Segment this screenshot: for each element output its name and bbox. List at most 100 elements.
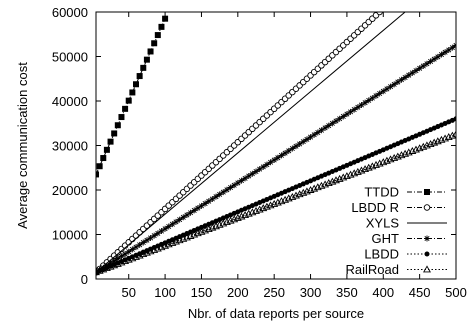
point-ght <box>263 161 270 168</box>
point-ght <box>442 49 449 56</box>
plot-frame <box>95 11 457 280</box>
point-ttdd <box>154 32 161 39</box>
point-ght <box>362 99 369 106</box>
y-tick-label: 10000 <box>52 228 88 243</box>
point-ttdd <box>96 171 99 178</box>
x-axis-ticks: 50 100 150 200 250 300 350 400 450 500 <box>121 12 467 300</box>
point-ght <box>231 182 238 189</box>
point-ght <box>198 202 205 209</box>
series-line-xyls <box>96 12 406 273</box>
legend-label-railroad: RailRoad <box>346 262 399 277</box>
y-tick-label: 30000 <box>52 139 88 154</box>
point-ght <box>351 106 358 113</box>
point-ght <box>413 67 419 74</box>
x-tick-label: 150 <box>191 285 213 300</box>
point-ght <box>165 223 172 230</box>
point-ght <box>409 69 416 76</box>
point-ght <box>402 74 409 81</box>
point-ght <box>449 44 456 51</box>
point-ght <box>114 255 121 262</box>
point-ght <box>391 81 398 88</box>
point-ttdd <box>114 122 121 129</box>
x-tick-label: 300 <box>300 285 322 300</box>
point-ttdd <box>103 146 110 153</box>
point-ght <box>267 159 274 166</box>
point-ght <box>383 85 390 92</box>
series-ttdd <box>96 15 169 178</box>
point-ttdd <box>162 15 169 22</box>
point-ght <box>158 228 165 235</box>
point-ght <box>322 124 329 131</box>
point-ght <box>365 97 372 104</box>
point-ttdd <box>143 56 150 63</box>
point-ght <box>209 195 216 202</box>
point-ght <box>300 138 307 145</box>
legend-marker-ght <box>424 235 430 242</box>
point-ght <box>122 250 129 257</box>
point-ttdd <box>147 48 154 55</box>
point-ght <box>216 191 223 198</box>
point-ght <box>140 239 147 246</box>
series-railroad <box>96 130 456 276</box>
point-ght <box>438 51 445 58</box>
x-tick-label: 400 <box>372 285 394 300</box>
point-ght <box>347 108 354 115</box>
legend-label-lbdd: LBDD <box>364 247 399 262</box>
y-tick-label: 50000 <box>52 50 88 65</box>
y-tick-label: 40000 <box>52 94 88 109</box>
point-railroad <box>452 130 456 138</box>
point-ttdd <box>129 89 136 96</box>
point-ght <box>431 56 438 63</box>
x-tick-label: 500 <box>445 285 467 300</box>
point-ght <box>162 225 169 232</box>
point-ght <box>125 248 132 255</box>
point-ght <box>340 113 347 120</box>
y-tick-label: 0 <box>81 272 88 287</box>
point-ght <box>398 76 405 83</box>
point-ght <box>260 163 267 170</box>
point-ght <box>118 253 125 260</box>
series-lbdd-r <box>96 12 383 276</box>
point-ght <box>183 212 190 219</box>
point-ght <box>434 53 441 60</box>
point-ght <box>333 118 339 125</box>
y-axis-label: Average communication cost <box>15 62 30 229</box>
point-ght <box>405 72 412 79</box>
point-ght <box>223 186 230 193</box>
series-line-ght <box>96 44 456 273</box>
y-axis-ticks: 0 10000 20000 30000 40000 50000 60000 <box>52 5 456 287</box>
point-ght <box>133 244 139 251</box>
point-ght <box>325 122 332 129</box>
point-ttdd <box>140 64 147 71</box>
point-ght <box>427 58 434 65</box>
series-lbdd <box>96 116 456 275</box>
point-ght <box>420 63 427 70</box>
point-ght <box>111 257 118 264</box>
point-ght <box>416 65 423 72</box>
point-ght <box>336 115 343 122</box>
point-ght <box>285 147 292 154</box>
legend-label-ttdd: TTDD <box>364 185 399 200</box>
point-ght <box>376 90 383 97</box>
point-ght <box>213 193 219 200</box>
point-ght <box>169 221 176 228</box>
point-ght <box>373 92 379 99</box>
point-ttdd <box>96 163 103 170</box>
point-ttdd <box>111 130 118 137</box>
x-axis-label: Nbr. of data reports per source <box>188 306 364 321</box>
plot-area <box>96 12 456 276</box>
point-ght <box>154 230 161 237</box>
legend-marker-lbdd <box>424 251 430 257</box>
point-ght <box>147 234 154 241</box>
point-ght <box>238 177 245 184</box>
point-ght <box>227 184 234 191</box>
legend-label-ght: GHT <box>372 231 400 246</box>
point-ght <box>445 46 452 53</box>
point-ght <box>303 136 310 143</box>
point-ght <box>282 150 289 157</box>
point-ght <box>194 205 201 212</box>
point-ttdd <box>133 81 139 88</box>
point-ght <box>314 129 321 136</box>
point-ght <box>296 140 303 147</box>
